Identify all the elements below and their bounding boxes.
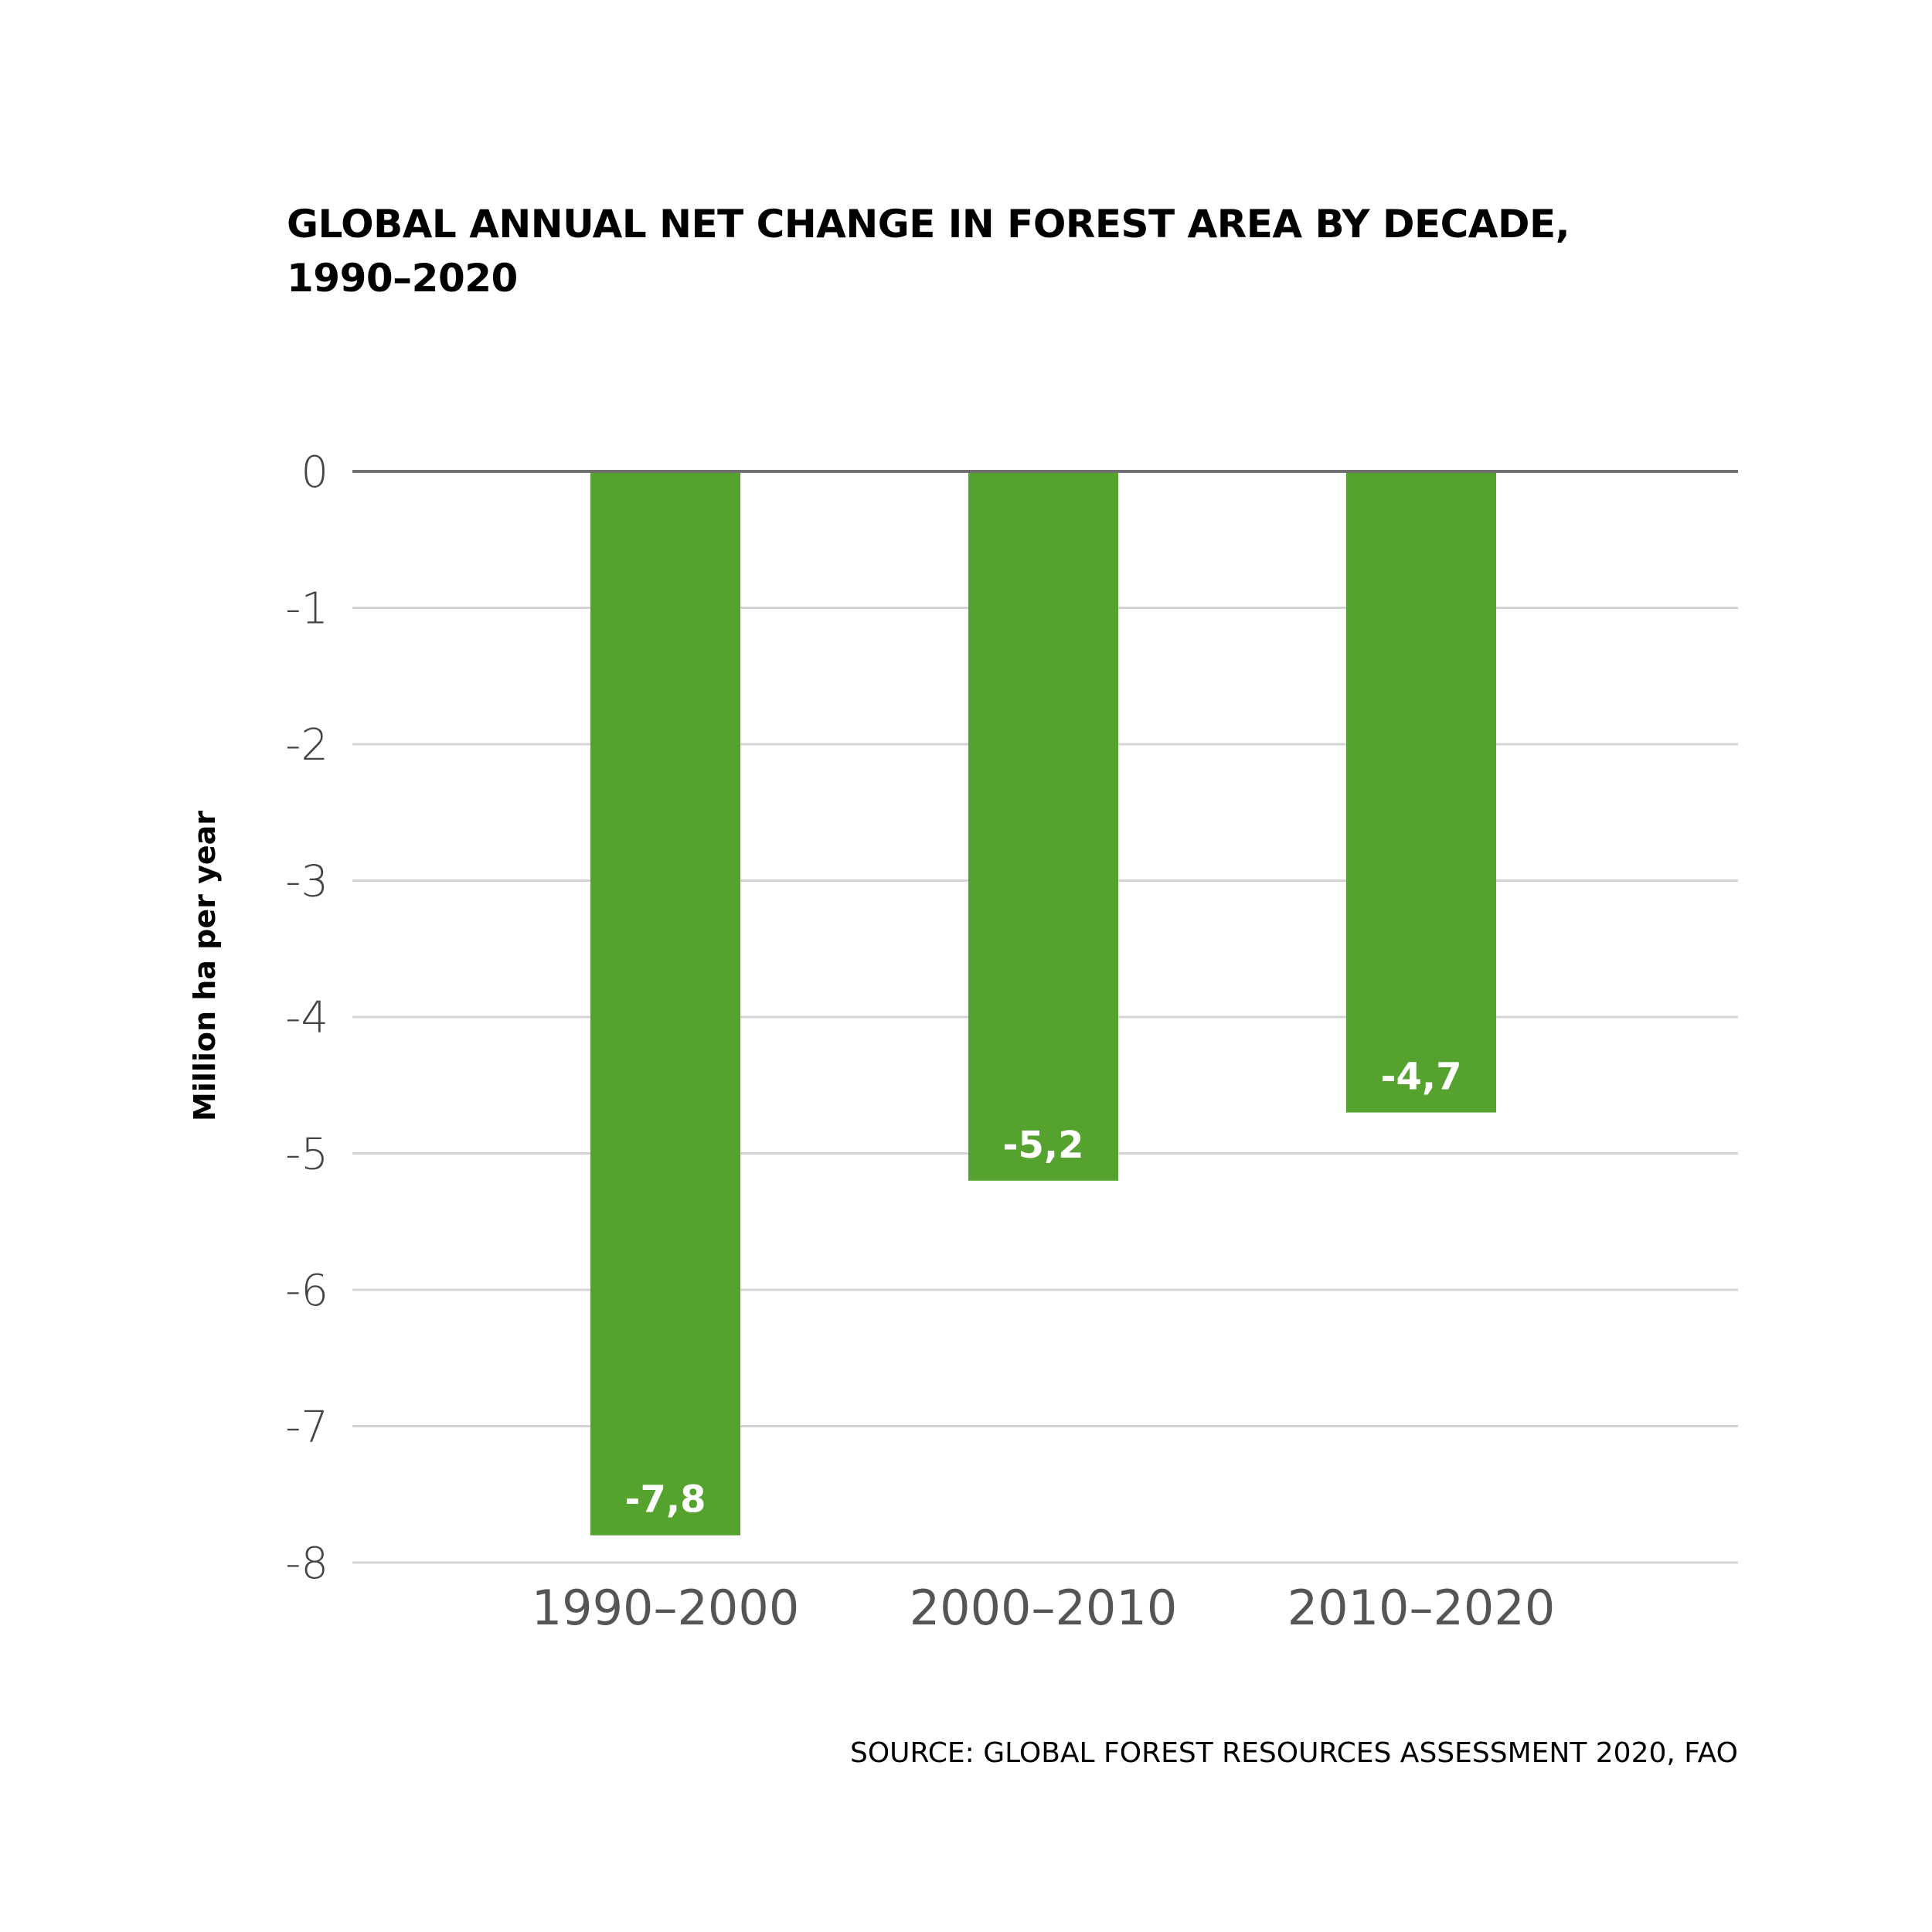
chart-title-line-1: GLOBAL ANNUAL NET CHANGE IN FOREST AREA … bbox=[287, 202, 1570, 247]
bar-value-label: -4,7 bbox=[1381, 1056, 1462, 1099]
source-note: SOURCE: GLOBAL FOREST RESOURCES ASSESSME… bbox=[849, 1737, 1738, 1769]
y-tick-label: -5 bbox=[285, 1130, 328, 1180]
bar bbox=[1346, 473, 1496, 1113]
y-tick-label: -2 bbox=[285, 720, 328, 770]
x-tick-label: 2000–2010 bbox=[910, 1580, 1178, 1636]
y-tick-label: 0 bbox=[301, 447, 328, 498]
bar bbox=[590, 473, 740, 1536]
y-axis-ticks: 0 -1 -2 -3 -4 -5 -6 -7 -8 bbox=[285, 447, 328, 1589]
y-tick-label: -6 bbox=[285, 1266, 328, 1316]
y-tick-label: -1 bbox=[285, 584, 328, 634]
bars bbox=[590, 473, 1496, 1536]
y-tick-label: -7 bbox=[285, 1403, 328, 1453]
y-tick-label: -3 bbox=[285, 857, 328, 907]
bar bbox=[968, 473, 1118, 1181]
y-tick-label: -8 bbox=[285, 1539, 328, 1589]
x-axis-ticks: 1990–2000 2000–2010 2010–2020 bbox=[532, 1580, 1556, 1636]
chart-title-line-2: 1990–2020 bbox=[287, 256, 518, 301]
gridlines bbox=[352, 470, 1738, 1564]
x-tick-label: 2010–2020 bbox=[1287, 1580, 1556, 1636]
y-tick-label: -4 bbox=[285, 993, 328, 1043]
bar-value-labels: -7,8 -5,2 -4,7 bbox=[625, 1056, 1462, 1522]
x-tick-label: 1990–2000 bbox=[532, 1580, 800, 1636]
chart-title: GLOBAL ANNUAL NET CHANGE IN FOREST AREA … bbox=[287, 197, 1570, 305]
bar-value-label: -7,8 bbox=[625, 1478, 706, 1522]
bar-value-label: -5,2 bbox=[1003, 1124, 1084, 1167]
